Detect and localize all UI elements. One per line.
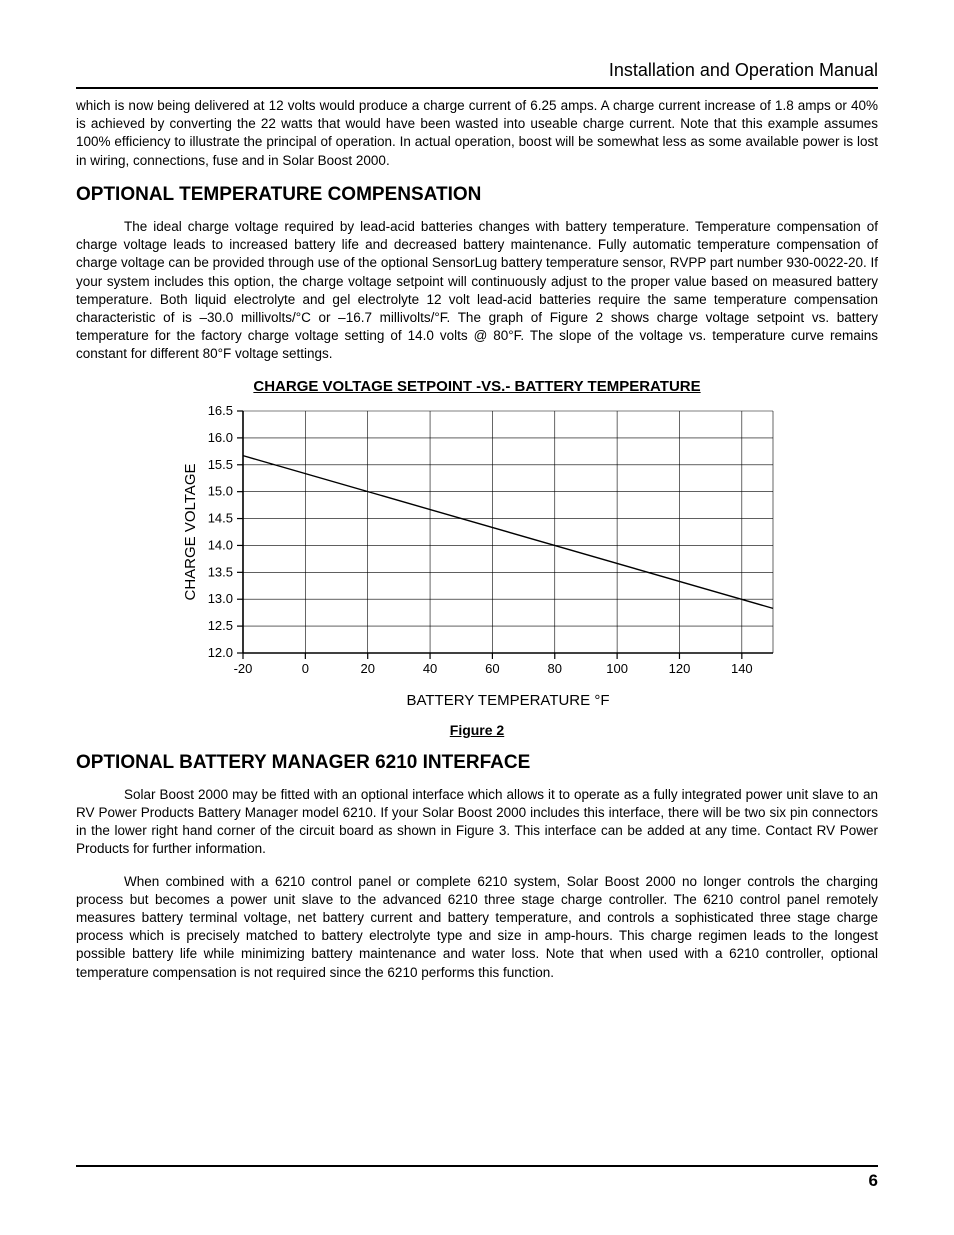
document-page: Installation and Operation Manual which … <box>0 0 954 1235</box>
figure-label: Figure 2 <box>76 722 878 738</box>
svg-text:15.0: 15.0 <box>208 483 233 498</box>
svg-text:-20: -20 <box>234 661 253 676</box>
svg-text:16.5: 16.5 <box>208 403 233 418</box>
svg-text:14.0: 14.0 <box>208 537 233 552</box>
section-heading-6210: OPTIONAL BATTERY MANAGER 6210 INTERFACE <box>76 752 878 774</box>
svg-text:0: 0 <box>302 661 309 676</box>
chart-svg: -20 0 20 40 60 80 100 120 140 12.0 12.5 13.0 13.5 14.… <box>177 401 777 711</box>
svg-text:120: 120 <box>669 661 691 676</box>
svg-text:100: 100 <box>606 661 628 676</box>
svg-text:13.5: 13.5 <box>208 564 233 579</box>
header-rule <box>76 87 878 89</box>
svg-text:12.5: 12.5 <box>208 618 233 633</box>
page-footer: 6 <box>76 1165 878 1191</box>
paragraph-6210-a: Solar Boost 2000 may be fitted with an o… <box>76 786 878 859</box>
svg-text:14.5: 14.5 <box>208 510 233 525</box>
svg-text:12.0: 12.0 <box>208 645 233 660</box>
svg-text:140: 140 <box>731 661 753 676</box>
svg-text:80: 80 <box>548 661 562 676</box>
svg-text:20: 20 <box>360 661 374 676</box>
svg-text:40: 40 <box>423 661 437 676</box>
svg-text:BATTERY TEMPERATURE °F: BATTERY TEMPERATURE °F <box>407 692 610 709</box>
svg-text:16.0: 16.0 <box>208 430 233 445</box>
paragraph-6210-b: When combined with a 6210 control panel … <box>76 873 878 982</box>
svg-text:60: 60 <box>485 661 499 676</box>
section-heading-temp-comp: OPTIONAL TEMPERATURE COMPENSATION <box>76 184 878 206</box>
paragraph-intro: which is now being delivered at 12 volts… <box>76 97 878 170</box>
page-number: 6 <box>76 1171 878 1191</box>
svg-text:13.0: 13.0 <box>208 591 233 606</box>
paragraph-temp-comp: The ideal charge voltage required by lea… <box>76 218 878 364</box>
chart-container: -20 0 20 40 60 80 100 120 140 12.0 12.5 13.0 13.5 14.… <box>177 401 777 716</box>
page-header-title: Installation and Operation Manual <box>76 60 878 81</box>
svg-text:15.5: 15.5 <box>208 456 233 471</box>
svg-text:CHARGE VOLTAGE: CHARGE VOLTAGE <box>182 463 199 600</box>
chart-title: CHARGE VOLTAGE SETPOINT -VS.- BATTERY TE… <box>76 378 878 395</box>
footer-rule <box>76 1165 878 1167</box>
